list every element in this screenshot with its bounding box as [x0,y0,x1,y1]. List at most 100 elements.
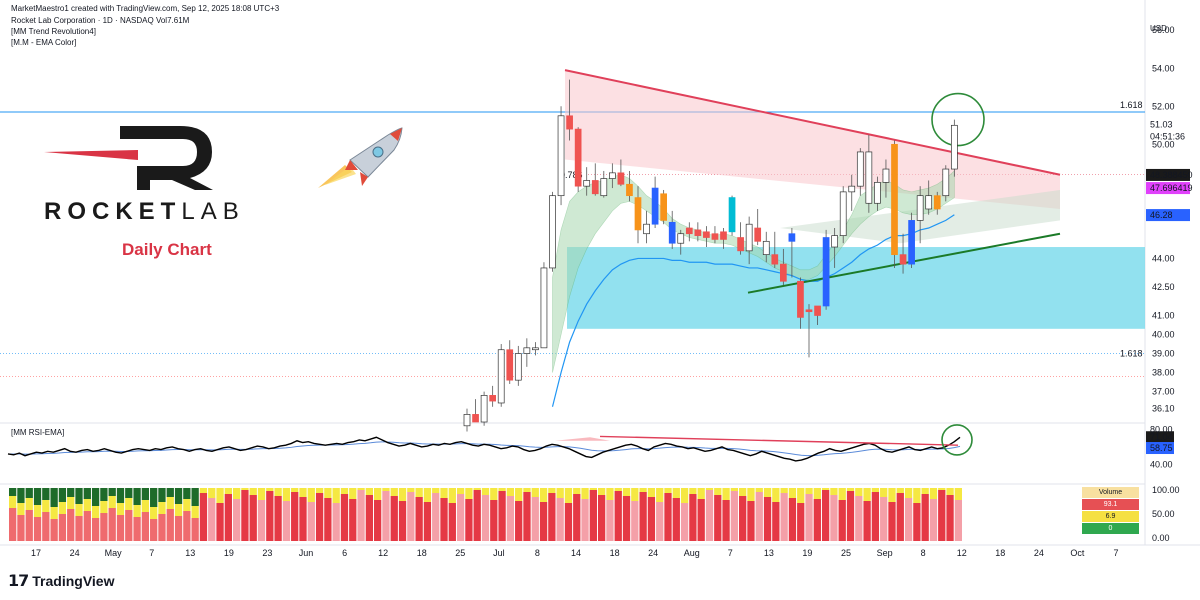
time-axis-tick: Jun [299,548,314,558]
volume-bar-red [282,501,291,541]
currency-label[interactable]: USD [1150,24,1167,33]
volume-bar-yellow [42,500,50,512]
demand-zone [567,247,1145,329]
candle [788,228,796,278]
time-axis-tick: Jul [493,548,505,558]
volume-bar [913,488,921,541]
volume-bar-yellow [83,499,91,511]
candle-body [506,349,514,381]
volume-bar-red [871,492,880,541]
volume-bar-yellow [191,506,199,518]
rsi-indicator-title[interactable]: [MM RSI-EMA] [11,428,65,437]
candle-body [848,185,856,193]
candle [480,391,488,426]
volume-bar-yellow [382,488,390,491]
time-axis-tick: 25 [455,548,465,558]
volume-bar-yellow [797,488,805,503]
candle [634,186,642,244]
volume-bar-yellow [813,488,821,499]
candle [557,106,565,206]
volume-bar-yellow [921,488,929,494]
volume-bar-yellow [150,507,158,519]
candle-body [745,223,753,252]
volume-bar [266,488,274,541]
tradingview-logo-icon: 𝟭𝟳 [8,573,29,590]
volume-bar [332,488,340,541]
volume-bar-yellow [622,488,631,496]
candle [856,148,864,196]
volume-bar [465,488,473,541]
volume-bar-red [747,501,755,541]
indicator-label-trend[interactable]: [MM Trend Revolution4] [11,27,96,36]
candle-body [685,227,693,235]
price-badge: 48.388450 [1150,170,1193,180]
rocket-icon [318,127,403,188]
volume-bar [838,488,846,541]
volume-bar-yellow [913,488,921,503]
volume-bar [9,488,17,541]
volume-bar-yellow [257,488,266,500]
candle [882,159,890,198]
volume-bar [597,488,606,541]
candle-body [549,195,556,269]
volume-bar [274,488,282,541]
candle [617,159,625,187]
volume-bar [622,488,631,541]
fib-0786-label: 0.786 [560,170,583,180]
volume-bar [125,488,133,541]
volume-bar-red [539,502,548,541]
volume-bar-yellow [498,488,506,491]
price-axis-tick: 38.00 [1152,368,1175,378]
volume-bar-green [17,488,25,503]
volume-bar-red [50,519,58,541]
candle [677,229,685,255]
volume-bar-yellow [938,488,946,490]
candle-body [779,263,787,282]
price-axis-tick: 56.00 [1152,25,1175,35]
volume-bar-yellow [390,488,398,496]
candle [805,304,813,358]
candle-body [728,197,736,233]
price-axis-tick: 50.00 [1152,139,1175,149]
volume-bar-red [299,497,307,541]
volume-bar-red [888,502,896,541]
volume-bar-yellow [25,498,33,510]
volume-bar-red [689,494,697,541]
candle-body [660,193,668,221]
volume-bar-red [855,496,863,541]
volume-bar-red [232,499,241,541]
volume-bar-red [415,497,423,541]
volume-bar-green [9,488,17,496]
volume-bar [340,488,349,541]
volume-bar-green [83,488,91,499]
candle-body [839,191,847,236]
volume-bar-red [647,497,656,541]
volume-bar-yellow [307,488,315,502]
volume-bar-yellow [780,488,788,493]
price-axis-tick: 54.00 [1152,63,1175,73]
volume-bar-red [365,495,374,541]
candle-body [472,414,479,423]
candle [899,233,907,274]
volume-bar-yellow [67,497,75,509]
tradingview-logo[interactable]: 𝟭𝟳 TradingView [8,571,114,591]
fib-1618-lower-label: 1.618 [1120,349,1143,359]
volume-bar [432,488,440,541]
indicator-label-ema[interactable]: [M.M - EMA Color] [11,38,77,47]
volume-bar-yellow [266,488,274,491]
time-axis-tick: 24 [1034,548,1044,558]
volume-bar-yellow [515,488,523,501]
volume-bar-yellow [357,488,365,490]
volume-bar [780,488,788,541]
volume-bar [846,488,855,541]
volume-bar-yellow [365,488,374,495]
volume-bar-red [473,490,481,541]
volume-bar-yellow [224,488,232,494]
volume-bar-red [307,502,315,541]
volume-bar-red [108,508,116,541]
volume-bar-yellow [589,488,597,490]
price-badge: 51.03 [1150,120,1173,130]
candle-body [540,267,548,349]
